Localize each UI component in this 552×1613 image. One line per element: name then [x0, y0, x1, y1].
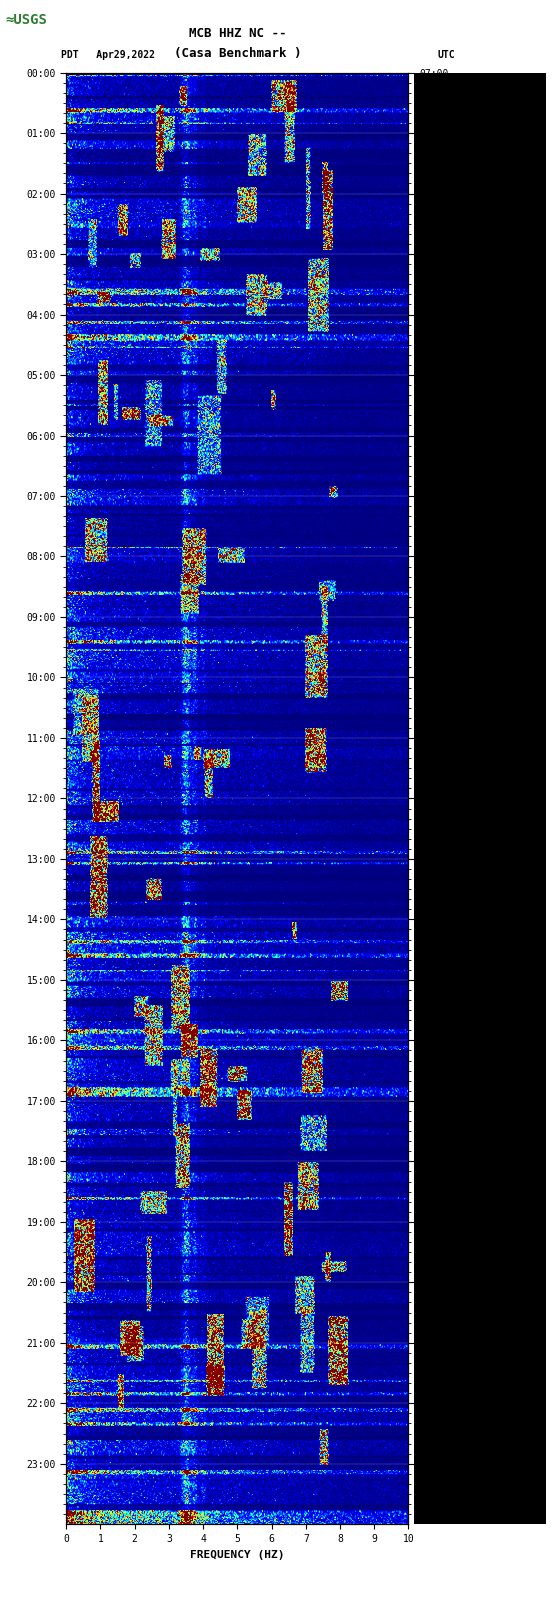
X-axis label: FREQUENCY (HZ): FREQUENCY (HZ) [190, 1550, 285, 1560]
Text: PDT   Apr29,2022: PDT Apr29,2022 [61, 50, 155, 60]
Text: UTC: UTC [438, 50, 455, 60]
Text: MCB HHZ NC --: MCB HHZ NC -- [189, 27, 286, 40]
Text: ≈USGS: ≈USGS [6, 13, 47, 27]
Text: (Casa Benchmark ): (Casa Benchmark ) [174, 47, 301, 60]
